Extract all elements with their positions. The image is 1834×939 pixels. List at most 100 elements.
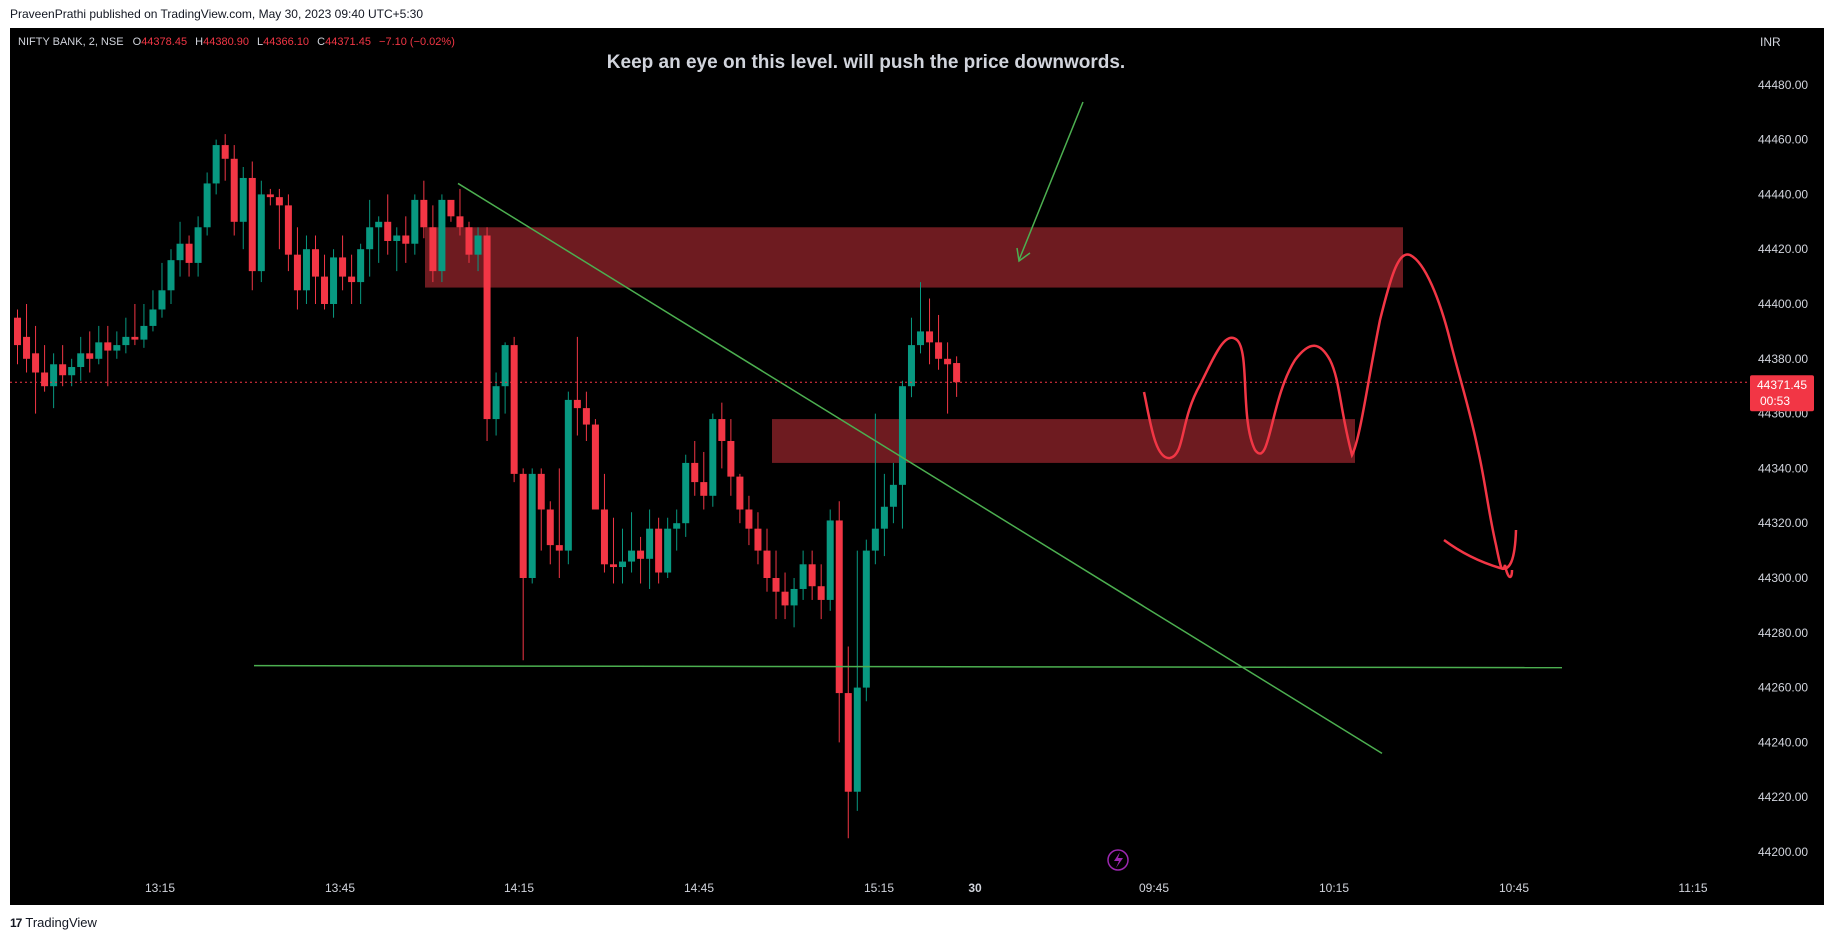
candle <box>790 578 798 628</box>
candle <box>917 282 924 354</box>
y-tick-label: 44300.00 <box>1758 571 1808 585</box>
legend-high: 44380.90 <box>203 36 249 48</box>
candle <box>348 254 356 304</box>
candle <box>573 336 581 436</box>
candle <box>817 564 825 620</box>
publisher-text: PraveenPrathi published on TradingView.c… <box>10 7 424 21</box>
candle <box>826 509 834 611</box>
lines-layer <box>253 182 1563 754</box>
candle <box>926 298 934 365</box>
support-line[interactable] <box>253 664 1563 669</box>
candle <box>691 441 699 496</box>
candle <box>754 512 762 565</box>
legend: NIFTY BANK, 2, NSE O44378.45 H44380.90 L… <box>18 36 455 48</box>
candle <box>203 172 211 236</box>
candle <box>772 550 780 620</box>
y-tick-label: 44460.00 <box>1758 133 1808 147</box>
candle <box>781 572 789 620</box>
candle <box>646 509 654 589</box>
candle <box>483 227 491 441</box>
supply-zone[interactable] <box>425 227 1403 288</box>
candle <box>212 139 220 195</box>
candle <box>366 199 374 277</box>
x-tick-label: 10:45 <box>1499 881 1529 895</box>
trend-line[interactable] <box>457 182 1383 754</box>
footer-bar: 17 TradingView <box>0 905 1834 939</box>
candle <box>871 413 879 565</box>
candle <box>727 419 735 496</box>
currency-label: INR <box>1760 35 1781 49</box>
candle <box>330 249 338 318</box>
candle <box>492 372 500 436</box>
y-tick-label: 44200.00 <box>1758 845 1808 859</box>
candle <box>528 468 536 584</box>
candle <box>718 402 726 469</box>
candle <box>176 221 184 277</box>
brand-label: TradingView <box>25 915 97 930</box>
candle <box>862 539 870 702</box>
y-tick-label: 44240.00 <box>1758 735 1808 749</box>
candle <box>59 345 67 387</box>
candle <box>736 473 744 524</box>
candle <box>582 391 590 441</box>
x-tick-label: 09:45 <box>1139 881 1169 895</box>
legend-open: 44378.45 <box>141 36 187 48</box>
freehand-drawing <box>1142 253 1514 579</box>
candle <box>555 468 563 578</box>
candle <box>239 167 247 250</box>
candle <box>384 194 392 255</box>
y-tick-label: 44480.00 <box>1758 78 1808 92</box>
candle <box>311 235 319 304</box>
candle <box>230 145 238 236</box>
candle <box>637 536 645 584</box>
candle <box>619 528 627 584</box>
candle <box>402 216 410 263</box>
candle <box>673 509 681 551</box>
candle <box>600 473 608 573</box>
candle <box>474 227 482 272</box>
candle <box>763 528 771 592</box>
candle <box>167 249 175 304</box>
candle <box>293 227 301 310</box>
candle <box>799 550 807 600</box>
candle <box>880 473 888 557</box>
candle <box>655 517 663 584</box>
legend-close: 44371.45 <box>325 36 371 48</box>
last-price-badge: 44371.45 00:53 <box>1750 375 1814 412</box>
candle <box>140 304 148 348</box>
legend-change: −7.10 (−0.02%) <box>379 36 455 48</box>
candle <box>266 188 274 206</box>
candle <box>113 331 121 359</box>
candle <box>745 495 753 546</box>
candle <box>50 353 58 409</box>
candle <box>438 194 446 283</box>
tradingview-logo-icon: 17 <box>10 915 22 930</box>
candle <box>185 235 193 277</box>
lightning-icon[interactable] <box>1107 849 1129 871</box>
candle <box>609 517 617 584</box>
candle <box>375 216 383 263</box>
candle <box>257 180 265 283</box>
candle <box>32 325 40 414</box>
brand[interactable]: 17 TradingView <box>10 915 97 930</box>
candle <box>68 358 76 387</box>
candle <box>104 325 112 387</box>
candle <box>248 161 256 291</box>
x-tick-label: 11:15 <box>1678 881 1707 895</box>
time-axis: 13:15 13:45 14:15 14:45 15:15 30 09:45 10:15 10:… <box>145 881 1708 895</box>
supply-zone[interactable] <box>772 419 1355 463</box>
freehand-drawing-tail <box>1443 529 1518 570</box>
candle <box>23 304 31 373</box>
candle <box>808 550 816 600</box>
candle <box>321 254 329 310</box>
y-tick-label: 44220.00 <box>1758 790 1808 804</box>
candle <box>537 468 545 551</box>
candle <box>122 317 130 354</box>
candle <box>889 462 897 524</box>
legend-low: 44366.10 <box>263 36 309 48</box>
candle <box>944 342 952 414</box>
candle <box>86 331 94 373</box>
candle <box>420 180 428 239</box>
candle <box>41 345 49 392</box>
